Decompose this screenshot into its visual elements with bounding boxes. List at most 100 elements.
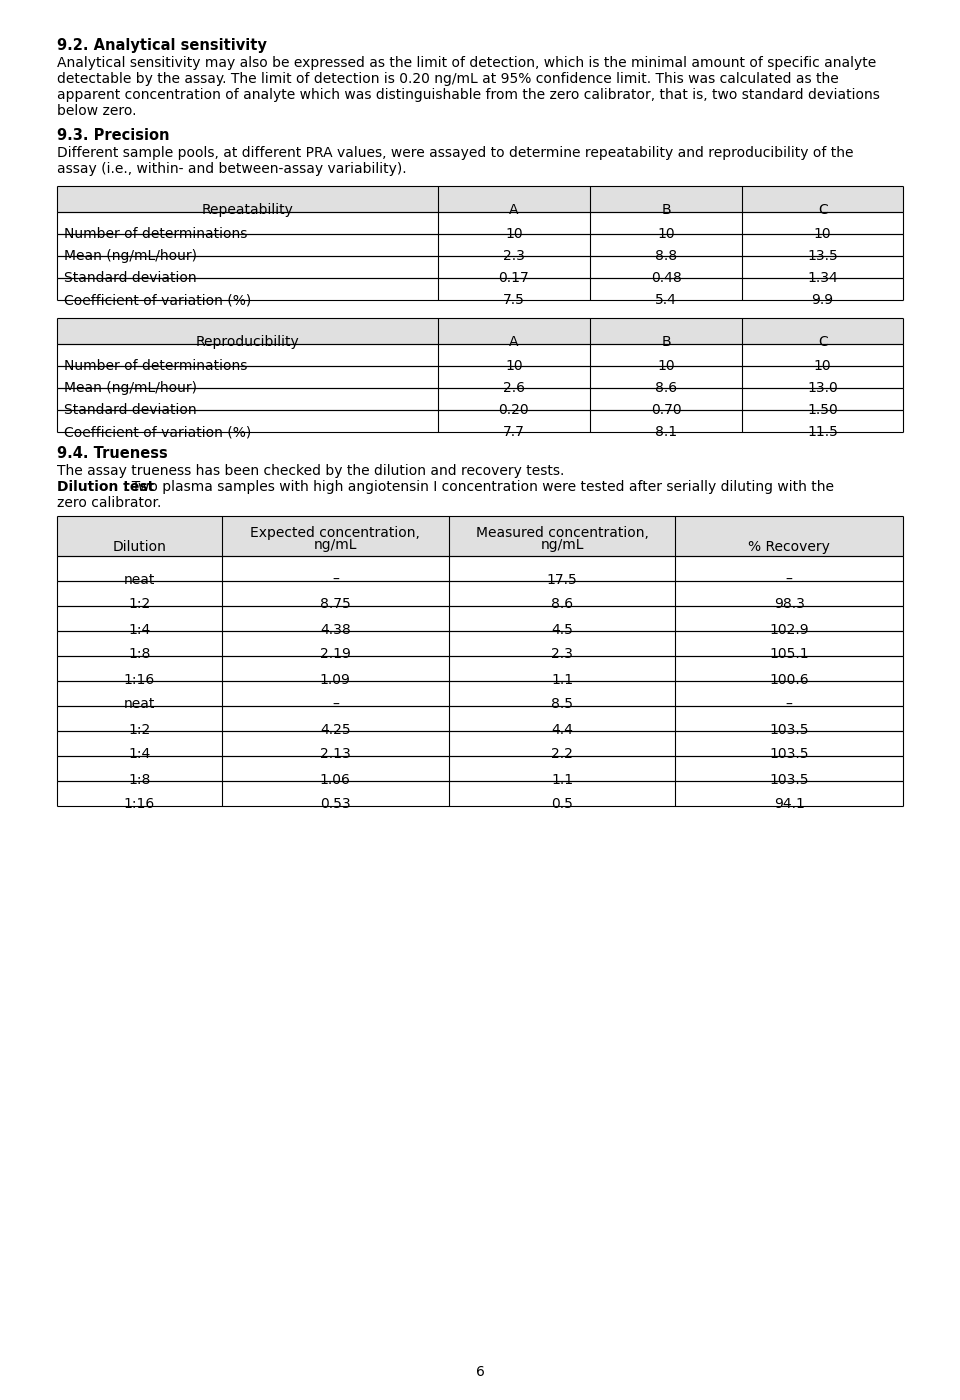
Text: below zero.: below zero. (57, 104, 136, 118)
Text: assay (i.e., within- and between-assay variability).: assay (i.e., within- and between-assay v… (57, 162, 407, 176)
Text: 1.06: 1.06 (320, 773, 350, 787)
Text: 7.5: 7.5 (503, 293, 525, 307)
Text: 105.1: 105.1 (769, 647, 809, 662)
Text: C: C (818, 203, 828, 217)
Text: 1.09: 1.09 (320, 672, 350, 686)
Text: 2.19: 2.19 (320, 647, 350, 662)
Text: 100.6: 100.6 (769, 672, 809, 686)
Text: The assay trueness has been checked by the dilution and recovery tests.: The assay trueness has been checked by t… (57, 463, 564, 477)
Text: 0.17: 0.17 (498, 272, 529, 286)
Text: 8.6: 8.6 (551, 598, 573, 612)
Text: 8.6: 8.6 (655, 381, 677, 395)
Text: 10: 10 (814, 358, 831, 372)
Text: 10: 10 (505, 227, 522, 241)
Text: Dilution test: Dilution test (57, 480, 155, 494)
Text: 2.2: 2.2 (551, 748, 573, 762)
Text: B: B (661, 335, 671, 349)
Text: 94.1: 94.1 (774, 798, 804, 812)
Text: 6: 6 (475, 1365, 485, 1379)
Text: 2.13: 2.13 (320, 748, 350, 762)
Text: 8.8: 8.8 (655, 249, 677, 263)
Text: 8.75: 8.75 (320, 598, 350, 612)
Text: . Two plasma samples with high angiotensin I concentration were tested after ser: . Two plasma samples with high angiotens… (123, 480, 834, 494)
Text: 17.5: 17.5 (546, 573, 577, 587)
Text: ng/mL: ng/mL (540, 538, 584, 552)
Text: 4.4: 4.4 (551, 722, 573, 736)
Text: 1:8: 1:8 (129, 773, 151, 787)
Text: 1:16: 1:16 (124, 798, 156, 812)
Text: 1:4: 1:4 (129, 748, 151, 762)
Text: –: – (786, 697, 793, 711)
Text: Number of determinations: Number of determinations (64, 227, 248, 241)
Text: Standard deviation: Standard deviation (64, 272, 197, 286)
Text: –: – (332, 573, 339, 587)
Text: 103.5: 103.5 (770, 773, 809, 787)
Text: A: A (509, 203, 518, 217)
Text: B: B (661, 203, 671, 217)
Text: 9.9: 9.9 (811, 293, 833, 307)
Text: 98.3: 98.3 (774, 598, 804, 612)
Text: Mean (ng/mL/hour): Mean (ng/mL/hour) (64, 381, 197, 395)
Text: 7.7: 7.7 (503, 426, 525, 440)
Text: 9.3. Precision: 9.3. Precision (57, 127, 170, 143)
Text: 1:2: 1:2 (129, 722, 151, 736)
Text: 4.5: 4.5 (551, 623, 573, 637)
Text: 13.5: 13.5 (807, 249, 838, 263)
Text: Coefficient of variation (%): Coefficient of variation (%) (64, 426, 252, 440)
Text: –: – (786, 573, 793, 587)
Text: 1:2: 1:2 (129, 598, 151, 612)
Text: ng/mL: ng/mL (314, 538, 357, 552)
Text: apparent concentration of analyte which was distinguishable from the zero calibr: apparent concentration of analyte which … (57, 88, 880, 102)
Text: neat: neat (124, 697, 156, 711)
Text: 1.1: 1.1 (551, 672, 573, 686)
Text: 9.2. Analytical sensitivity: 9.2. Analytical sensitivity (57, 38, 267, 53)
Text: % Recovery: % Recovery (748, 540, 830, 554)
Text: 10: 10 (814, 227, 831, 241)
Text: 103.5: 103.5 (770, 722, 809, 736)
Text: 0.70: 0.70 (651, 403, 682, 417)
Text: Number of determinations: Number of determinations (64, 358, 248, 372)
Text: 4.38: 4.38 (320, 623, 350, 637)
Text: –: – (332, 697, 339, 711)
Text: 0.53: 0.53 (320, 798, 350, 812)
Text: Measured concentration,: Measured concentration, (475, 526, 649, 540)
Text: Repeatability: Repeatability (202, 203, 294, 217)
Bar (57, 517, 903, 556)
Text: 0.48: 0.48 (651, 272, 682, 286)
Text: Different sample pools, at different PRA values, were assayed to determine repea: Different sample pools, at different PRA… (57, 146, 853, 160)
Text: Reproducibility: Reproducibility (196, 335, 300, 349)
Text: Analytical sensitivity may also be expressed as the limit of detection, which is: Analytical sensitivity may also be expre… (57, 56, 876, 70)
Text: 11.5: 11.5 (807, 426, 838, 440)
Text: Standard deviation: Standard deviation (64, 403, 197, 417)
Text: 102.9: 102.9 (769, 623, 809, 637)
Text: C: C (818, 335, 828, 349)
Bar (57, 186, 903, 211)
Text: 10: 10 (505, 358, 522, 372)
Text: 5.4: 5.4 (655, 293, 677, 307)
Text: 1:16: 1:16 (124, 672, 156, 686)
Text: 8.5: 8.5 (551, 697, 573, 711)
Text: 103.5: 103.5 (770, 748, 809, 762)
Text: Coefficient of variation (%): Coefficient of variation (%) (64, 293, 252, 307)
Text: 13.0: 13.0 (807, 381, 838, 395)
Text: Expected concentration,: Expected concentration, (251, 526, 420, 540)
Text: Dilution: Dilution (112, 540, 166, 554)
Text: 9.4. Trueness: 9.4. Trueness (57, 447, 168, 461)
Text: 1.50: 1.50 (807, 403, 838, 417)
Text: 1:4: 1:4 (129, 623, 151, 637)
Text: 1:8: 1:8 (129, 647, 151, 662)
Text: detectable by the assay. The limit of detection is 0.20 ng/mL at 95% confidence : detectable by the assay. The limit of de… (57, 71, 839, 85)
Text: 2.6: 2.6 (503, 381, 525, 395)
Text: 10: 10 (658, 227, 675, 241)
Bar (57, 318, 903, 344)
Text: neat: neat (124, 573, 156, 587)
Text: 8.1: 8.1 (655, 426, 677, 440)
Text: A: A (509, 335, 518, 349)
Text: 0.5: 0.5 (551, 798, 573, 812)
Text: 1.1: 1.1 (551, 773, 573, 787)
Text: 4.25: 4.25 (320, 722, 350, 736)
Text: 2.3: 2.3 (503, 249, 525, 263)
Text: 2.3: 2.3 (551, 647, 573, 662)
Text: 1.34: 1.34 (807, 272, 838, 286)
Text: 0.20: 0.20 (498, 403, 529, 417)
